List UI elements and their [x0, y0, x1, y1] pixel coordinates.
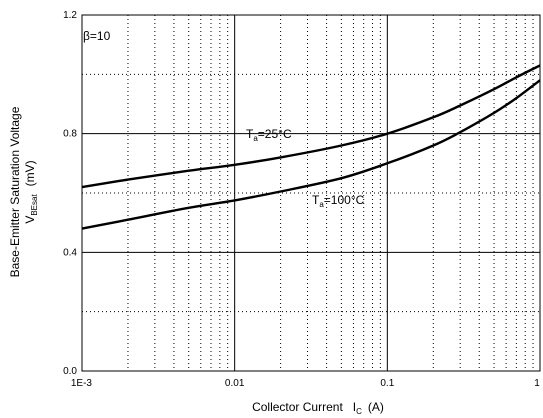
y-tick-label: 0.4 — [63, 247, 77, 258]
series-line-100c — [81, 79, 541, 230]
x-tick-label: 1 — [534, 378, 540, 389]
plot-frame — [81, 14, 541, 372]
tick-labels: 1E-3 0.01 0.1 1 0.0 0.4 0.8 1.2 — [63, 10, 540, 389]
x-tick-label: 1E-3 — [71, 378, 93, 389]
x-tick-label: 0.01 — [225, 378, 245, 389]
minor-grid — [82, 15, 540, 371]
series-label-25c: Ta=25°C — [246, 127, 292, 143]
y-tick-label: 1.2 — [63, 10, 77, 21]
x-tick-label: 0.1 — [380, 378, 394, 389]
series-line-25c — [81, 64, 541, 189]
y-axis-label: Base-Emitter Saturation Voltage VBEsat(m… — [8, 106, 39, 277]
y-tick-label: 0.0 — [63, 366, 77, 377]
series-layer — [81, 64, 541, 230]
series-label-100c: Ta=100°C — [312, 193, 365, 209]
x-axis-label: Collector Current IC (A) — [252, 400, 384, 416]
beta-annotation: β=10 — [83, 29, 111, 43]
y-tick-label: 0.8 — [63, 129, 77, 140]
y-axis-label-line1: Base-Emitter Saturation Voltage — [8, 106, 22, 277]
y-axis-label-line2: VBEsat(mV) — [23, 160, 39, 223]
